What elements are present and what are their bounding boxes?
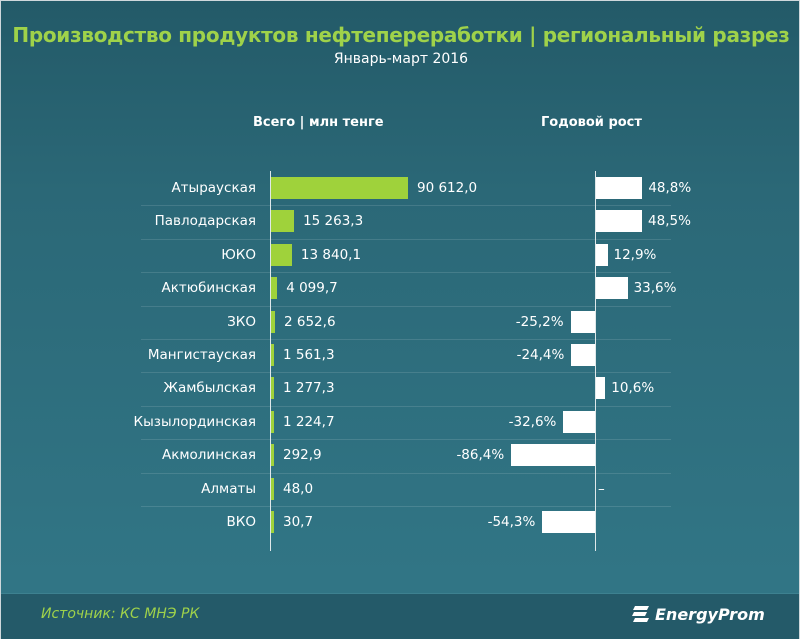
total-value-label: 13 840,1 <box>300 246 362 263</box>
row-divider <box>141 305 671 307</box>
column-header-growth: Годовой рост <box>541 115 642 130</box>
growth-value-label: 12,9% <box>613 246 657 263</box>
growth-bar <box>595 210 643 233</box>
growth-value-label: – <box>598 480 605 497</box>
total-value-label: 1 277,3 <box>283 380 335 397</box>
total-bar <box>271 177 408 199</box>
total-value-label: 4 099,7 <box>286 280 338 297</box>
total-value-label: 48,0 <box>283 480 314 497</box>
region-label: Актюбинская <box>161 280 256 297</box>
growth-bar <box>595 277 628 300</box>
total-bar <box>271 477 274 500</box>
footer <box>1 593 799 639</box>
growth-value-label: -25,2% <box>515 313 564 330</box>
total-axis <box>270 171 271 551</box>
row-divider <box>141 405 671 407</box>
column-header-total: Всего | млн тенге <box>253 115 384 130</box>
growth-value-label: 33,6% <box>633 280 677 297</box>
total-value-label: 1 561,3 <box>283 347 335 363</box>
total-bar <box>271 511 274 533</box>
growth-value-label: 48,5% <box>648 213 691 230</box>
chart-title: Производство продуктов нефтепереработки … <box>12 23 790 47</box>
growth-value-label: 10,6% <box>611 380 655 397</box>
logo-icon <box>632 606 649 622</box>
growth-bar <box>571 344 595 366</box>
total-value-label: 292,9 <box>283 447 322 464</box>
region-label: ВКО <box>226 514 256 530</box>
region-label: Атырауская <box>171 180 256 196</box>
row-divider <box>141 205 671 207</box>
total-bar <box>271 344 274 366</box>
total-bar <box>271 444 274 467</box>
region-label: Жамбылская <box>163 380 256 397</box>
growth-bar <box>542 511 595 533</box>
region-label: Мангистауская <box>147 347 256 363</box>
total-bar <box>271 310 275 333</box>
region-label: Акмолинская <box>161 447 256 464</box>
total-bar <box>271 377 274 400</box>
growth-bar <box>595 177 643 199</box>
growth-value-label: -86,4% <box>456 447 505 464</box>
region-label: Кызылординская <box>133 413 256 430</box>
total-value-label: 30,7 <box>283 514 314 530</box>
row-divider <box>141 506 671 507</box>
growth-bar <box>511 444 595 467</box>
growth-value-label: -24,4% <box>516 347 565 363</box>
source-note: Источник: КС МНЭ РК <box>41 606 200 622</box>
growth-bar <box>595 243 608 266</box>
chart-subtitle: Январь-март 2016 <box>333 51 469 67</box>
row-divider <box>141 372 671 374</box>
logo-text: EnergyProm <box>655 604 765 624</box>
total-bar <box>271 210 295 233</box>
row-divider <box>141 439 671 441</box>
row-divider <box>141 238 671 240</box>
row-divider <box>141 272 671 274</box>
growth-bar <box>595 377 606 400</box>
region-label: ЮКО <box>221 246 256 263</box>
total-value-label: 2 652,6 <box>284 313 336 330</box>
row-divider <box>141 472 671 474</box>
total-bar <box>271 277 278 300</box>
region-label: Алматы <box>201 480 256 497</box>
growth-value-label: 48,8% <box>648 180 692 196</box>
growth-axis <box>595 171 596 551</box>
row-divider <box>141 339 671 340</box>
energyprom-logo: EnergyProm <box>631 604 765 624</box>
total-bar <box>271 410 274 433</box>
growth-bar <box>570 310 595 333</box>
region-label: ЗКО <box>227 313 256 330</box>
growth-value-label: -54,3% <box>487 514 536 530</box>
growth-value-label: -32,6% <box>508 413 557 430</box>
total-value-label: 15 263,3 <box>303 213 364 230</box>
region-label: Павлодарская <box>154 213 256 230</box>
total-value-label: 1 224,7 <box>283 413 335 430</box>
total-value-label: 90 612,0 <box>417 180 478 196</box>
total-bar <box>271 243 292 266</box>
growth-bar <box>563 410 595 433</box>
